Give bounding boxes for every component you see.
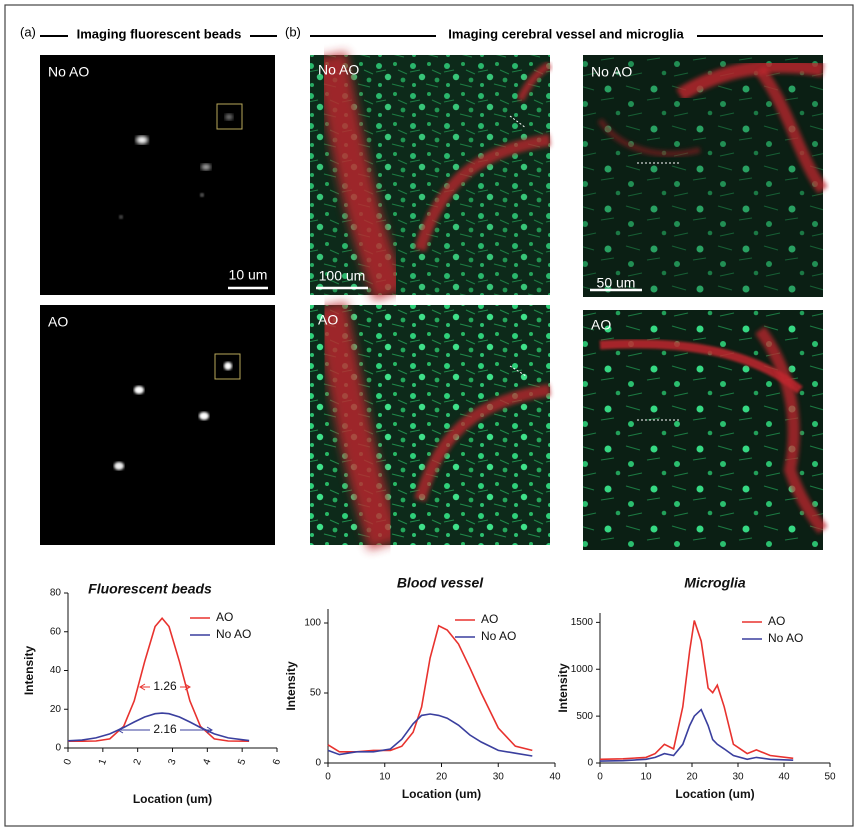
x-tick-label: 20	[686, 772, 698, 783]
x-tick-label: 5	[236, 757, 248, 766]
x-tick-label: 20	[436, 772, 448, 783]
x-tick-label: 1	[97, 757, 109, 766]
x-tick-label: 50	[824, 772, 836, 783]
x-tick-label: 0	[62, 757, 74, 766]
microglia-image	[583, 310, 828, 550]
image-label: No AO	[318, 62, 359, 78]
legend-label: No AO	[768, 631, 803, 645]
y-tick-label: 60	[50, 626, 62, 637]
y-tick-label: 500	[576, 711, 593, 722]
data-line	[67, 712, 250, 742]
x-tick-label: 40	[778, 772, 790, 783]
panel-title: Imaging cerebral vessel and microglia	[448, 26, 684, 41]
annotation-arrowhead	[117, 726, 213, 734]
panel-label: (b)	[285, 24, 301, 39]
legend-label: No AO	[216, 627, 251, 641]
y-tick-label: 0	[315, 758, 321, 769]
y-tick-label: 20	[50, 704, 62, 715]
chart-title: Blood vessel	[397, 575, 484, 591]
x-axis-label: Location (um)	[675, 787, 754, 801]
legend-label: No AO	[481, 629, 516, 643]
panel-label: (a)	[20, 24, 36, 39]
x-tick-label: 0	[597, 772, 603, 783]
chart-title: Microglia	[684, 575, 746, 591]
x-tick-label: 40	[549, 772, 561, 783]
scale-bar-label: 10 um	[229, 267, 268, 283]
x-tick-label: 10	[640, 772, 652, 783]
y-tick-label: 1000	[571, 664, 594, 675]
image-label: AO	[318, 312, 338, 328]
image-label: AO	[591, 317, 611, 333]
chart-title: Fluorescent beads	[88, 581, 212, 597]
y-tick-label: 1500	[571, 617, 594, 628]
bead-image	[40, 55, 275, 295]
bead-image	[40, 305, 275, 545]
y-tick-label: 80	[50, 588, 62, 599]
image-label: No AO	[48, 64, 89, 80]
annotation-arrowhead	[139, 683, 191, 691]
x-tick-label: 30	[493, 772, 505, 783]
annotation-bg	[150, 680, 180, 694]
figure-border	[4, 4, 854, 827]
data-line	[327, 713, 533, 757]
microglia-image	[583, 55, 828, 297]
x-axis-label: Location (um)	[402, 787, 481, 801]
image-label: No AO	[591, 64, 632, 80]
vessel-image	[310, 51, 552, 301]
y-tick-label: 0	[587, 758, 593, 769]
legend-label: AO	[481, 612, 498, 626]
annotation-bg	[150, 723, 180, 737]
x-tick-label: 3	[167, 757, 179, 766]
x-tick-label: 2	[132, 757, 144, 766]
y-tick-label: 50	[310, 688, 322, 699]
y-tick-label: 40	[50, 665, 62, 676]
y-tick-label: 0	[55, 743, 61, 754]
vessel-image	[310, 301, 551, 551]
x-tick-label: 6	[271, 757, 283, 766]
panel-title: Imaging fluorescent beads	[77, 26, 242, 41]
image-label: AO	[48, 314, 68, 330]
annotation: 2.16	[153, 722, 177, 736]
scale-bar-label: 100 um	[319, 268, 366, 284]
y-tick-label: 100	[304, 618, 321, 629]
x-tick-label: 10	[379, 772, 391, 783]
legend-label: AO	[768, 614, 785, 628]
y-axis-label: Intensity	[556, 663, 570, 713]
x-tick-label: 30	[732, 772, 744, 783]
data-line	[327, 624, 533, 753]
y-axis-label: Intensity	[284, 661, 298, 711]
y-axis-label: Intensity	[22, 646, 36, 696]
legend-label: AO	[216, 610, 233, 624]
x-tick-label: 0	[325, 772, 331, 783]
data-line	[599, 708, 794, 762]
scale-bar-label: 50 um	[597, 275, 636, 291]
data-line	[599, 620, 794, 761]
x-axis-label: Location (um)	[133, 792, 212, 806]
x-tick-label: 4	[201, 757, 213, 766]
annotation: 1.26	[153, 679, 177, 693]
